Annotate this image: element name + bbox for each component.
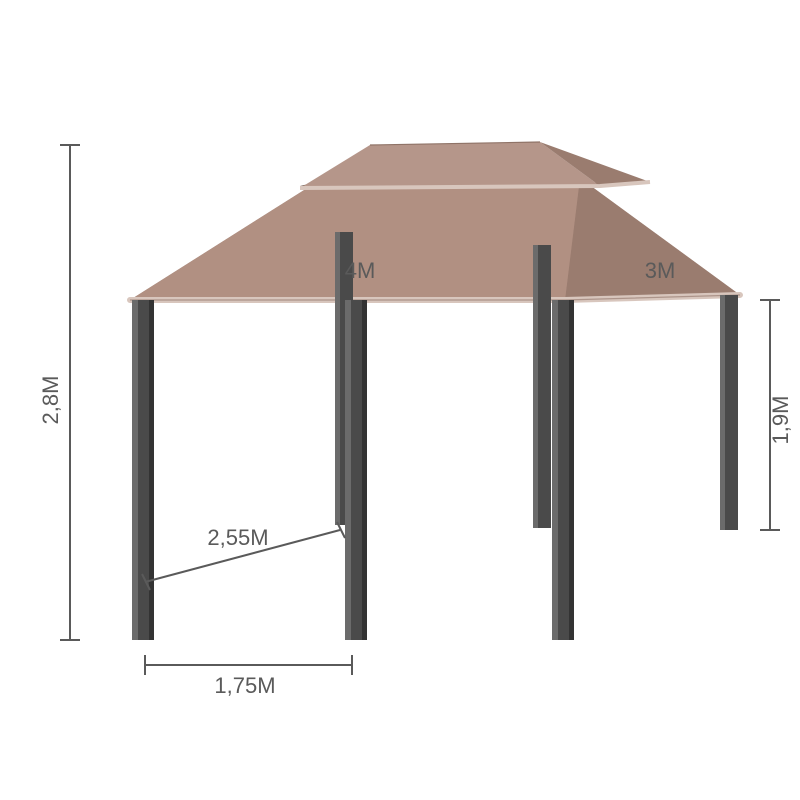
label-rear-spacing: 2,55M <box>207 525 268 550</box>
dim-front-spacing <box>145 655 352 675</box>
label-total-height: 2,8M <box>38 376 63 425</box>
dim-total-height <box>60 145 80 640</box>
post-front-left <box>132 300 154 640</box>
post-front-right <box>552 300 574 640</box>
label-side-depth: 3M <box>645 258 676 283</box>
label-front-width: 4M <box>345 258 376 283</box>
gazebo-dimension-diagram: 2,8M 1,9M 4M 3M 2,55M 1,75M <box>0 0 800 800</box>
post-back-middle <box>533 245 551 528</box>
label-clearance-height: 1,9M <box>768 396 793 445</box>
post-front-middle <box>345 300 367 640</box>
label-front-spacing: 1,75M <box>214 673 275 698</box>
post-back-right <box>720 295 738 530</box>
